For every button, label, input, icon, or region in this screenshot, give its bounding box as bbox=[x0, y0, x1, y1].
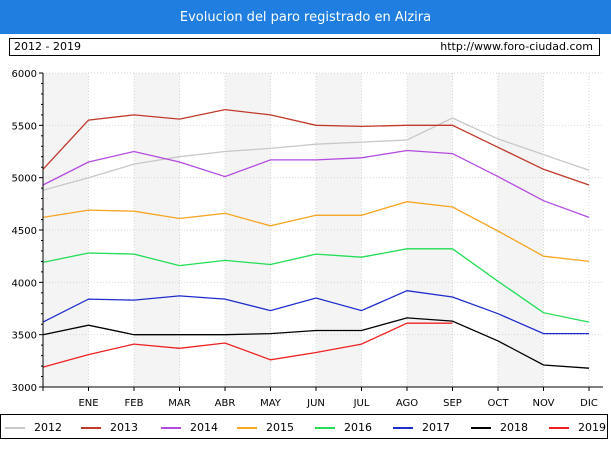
legend-label: 2013 bbox=[110, 421, 138, 434]
chart-title-bar: Evolucion del paro registrado en Alzira bbox=[0, 0, 611, 34]
x-tick-label: ENE bbox=[78, 398, 98, 409]
x-tick-label: OCT bbox=[488, 398, 510, 409]
x-tick-label: JUN bbox=[306, 398, 325, 409]
legend-label: 2016 bbox=[344, 421, 372, 434]
legend-item-2017: 2017 bbox=[393, 421, 450, 434]
legend-swatch bbox=[471, 426, 491, 429]
info-box: 2012 - 2019 http://www.foro-ciudad.com bbox=[9, 38, 600, 56]
legend-label: 2014 bbox=[190, 421, 218, 434]
legend-label: 2012 bbox=[34, 421, 62, 434]
legend-item-2014: 2014 bbox=[161, 421, 218, 434]
legend-label: 2017 bbox=[422, 421, 450, 434]
x-tick-label: JUL bbox=[353, 398, 370, 409]
legend-label: 2015 bbox=[266, 421, 294, 434]
x-tick-labels: ENE FEB MAR ABR MAY JUN JUL AGO SEP OCT NOV DIC bbox=[78, 398, 597, 409]
legend-item-2019: 2019 bbox=[549, 421, 606, 434]
x-tick-label: FEB bbox=[125, 398, 144, 409]
plot-band bbox=[43, 73, 89, 387]
series-line-2015 bbox=[42, 201, 590, 263]
x-tick-label: AGO bbox=[396, 398, 418, 409]
legend-item-2018: 2018 bbox=[471, 421, 528, 434]
y-tick-label: 5500 bbox=[12, 121, 37, 132]
y-tick-label: 4000 bbox=[12, 278, 37, 289]
legend-item-2016: 2016 bbox=[315, 421, 372, 434]
legend: 2012 2013 2014 2015 2016 2017 2018 2019 bbox=[0, 414, 608, 439]
y-tick-label: 4500 bbox=[12, 226, 37, 237]
x-tick-label: MAY bbox=[260, 398, 282, 409]
bottom-strip bbox=[0, 444, 611, 458]
source-url: http://www.foro-ciudad.com bbox=[440, 40, 593, 53]
x-tick-label: DIC bbox=[580, 398, 598, 409]
y-tick-label: 6000 bbox=[12, 69, 37, 80]
y-tick-label: 3000 bbox=[12, 383, 37, 394]
legend-swatch bbox=[315, 426, 335, 429]
x-tick-label: SEP bbox=[443, 398, 462, 409]
legend-label: 2018 bbox=[500, 421, 528, 434]
y-tick-labels: 3000 3500 4000 4500 5000 5500 6000 bbox=[12, 69, 37, 394]
x-tick-label: ABR bbox=[215, 398, 236, 409]
x-tick-label: NOV bbox=[532, 398, 554, 409]
series-line-2016 bbox=[42, 248, 590, 323]
legend-item-2015: 2015 bbox=[237, 421, 294, 434]
series-line-2013 bbox=[42, 108, 590, 186]
chart-title: Evolucion del paro registrado en Alzira bbox=[179, 9, 432, 25]
series-lines bbox=[42, 108, 590, 369]
series-line-2018 bbox=[42, 317, 590, 369]
legend-swatch bbox=[393, 426, 413, 429]
legend-swatch bbox=[5, 426, 25, 429]
series-line-2017 bbox=[42, 290, 589, 335]
legend-item-2013: 2013 bbox=[81, 421, 138, 434]
legend-item-2012: 2012 bbox=[5, 421, 62, 434]
legend-swatch bbox=[81, 426, 101, 429]
series-line-2012 bbox=[42, 117, 590, 191]
legend-label: 2019 bbox=[578, 421, 606, 434]
year-range-label: 2012 - 2019 bbox=[14, 40, 81, 53]
x-tick-label: MAR bbox=[168, 398, 190, 409]
y-tick-label: 3500 bbox=[12, 331, 37, 342]
legend-swatch bbox=[161, 426, 181, 429]
legend-swatch bbox=[237, 426, 257, 429]
y-tick-label: 5000 bbox=[12, 174, 37, 185]
legend-swatch bbox=[549, 426, 569, 429]
series-line-2014 bbox=[42, 149, 590, 219]
series-line-2019 bbox=[42, 322, 453, 368]
